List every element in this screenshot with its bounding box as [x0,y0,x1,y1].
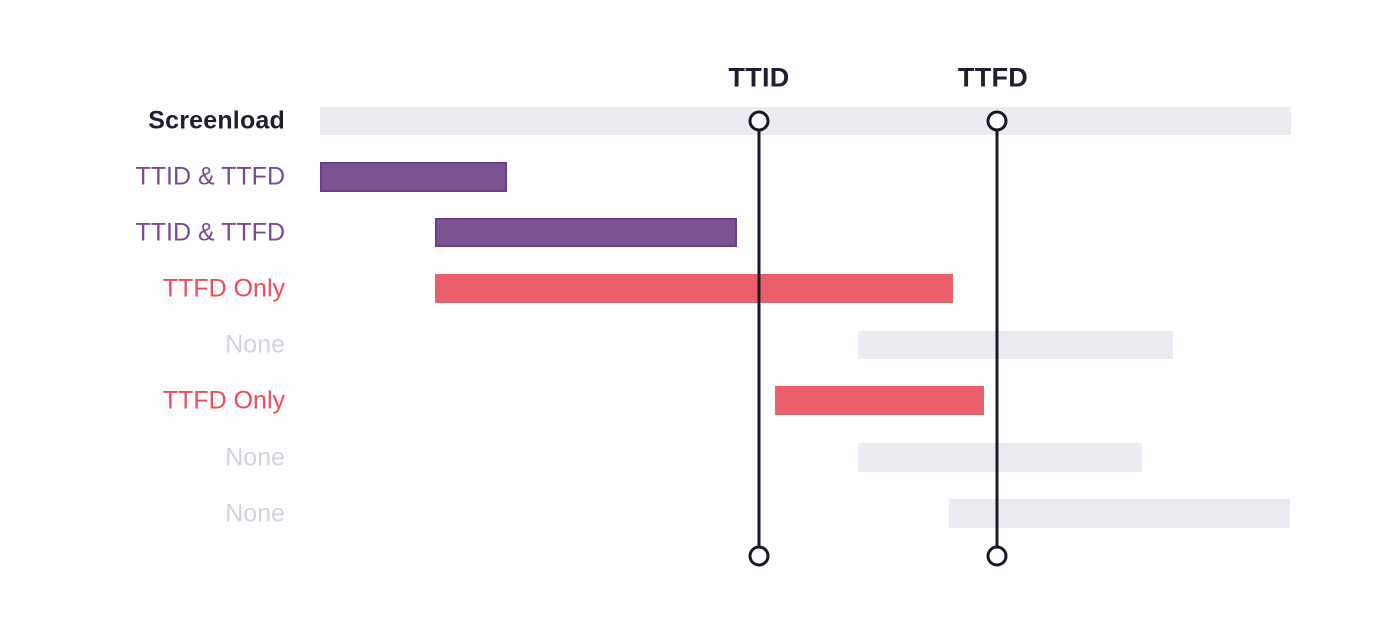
span-bar-both-2 [435,218,737,247]
row-label-screenload-0: Screenload [148,106,285,135]
marker-circle-ttfd-bottom [986,545,1008,567]
span-bar-ttfd-only-3 [435,274,953,303]
row-label-none-4: None [225,330,285,359]
row-label-none-7: None [225,499,285,527]
row-label-none-6: None [225,443,285,471]
marker-line-ttid [757,121,761,556]
span-bar-none-7 [949,499,1290,528]
marker-line-ttfd [995,121,999,556]
row-label-both-2: TTID & TTFD [135,218,285,246]
row-label-ttfd-only-3: TTFD Only [162,274,285,302]
span-bar-none-6 [858,443,1142,472]
span-bar-both-1 [320,162,507,192]
marker-circle-ttfd-top [986,110,1008,132]
marker-label-ttid: TTID [728,62,790,93]
row-label-both-1: TTID & TTFD [135,162,285,191]
span-bar-screenload-0 [320,107,1291,135]
marker-circle-ttid-top [748,110,770,132]
span-bar-none-4 [858,331,1173,359]
marker-label-ttfd: TTFD [957,62,1029,93]
row-label-ttfd-only-5: TTFD Only [162,386,285,414]
span-bar-ttfd-only-5 [775,386,984,415]
marker-circle-ttid-bottom [748,545,770,567]
